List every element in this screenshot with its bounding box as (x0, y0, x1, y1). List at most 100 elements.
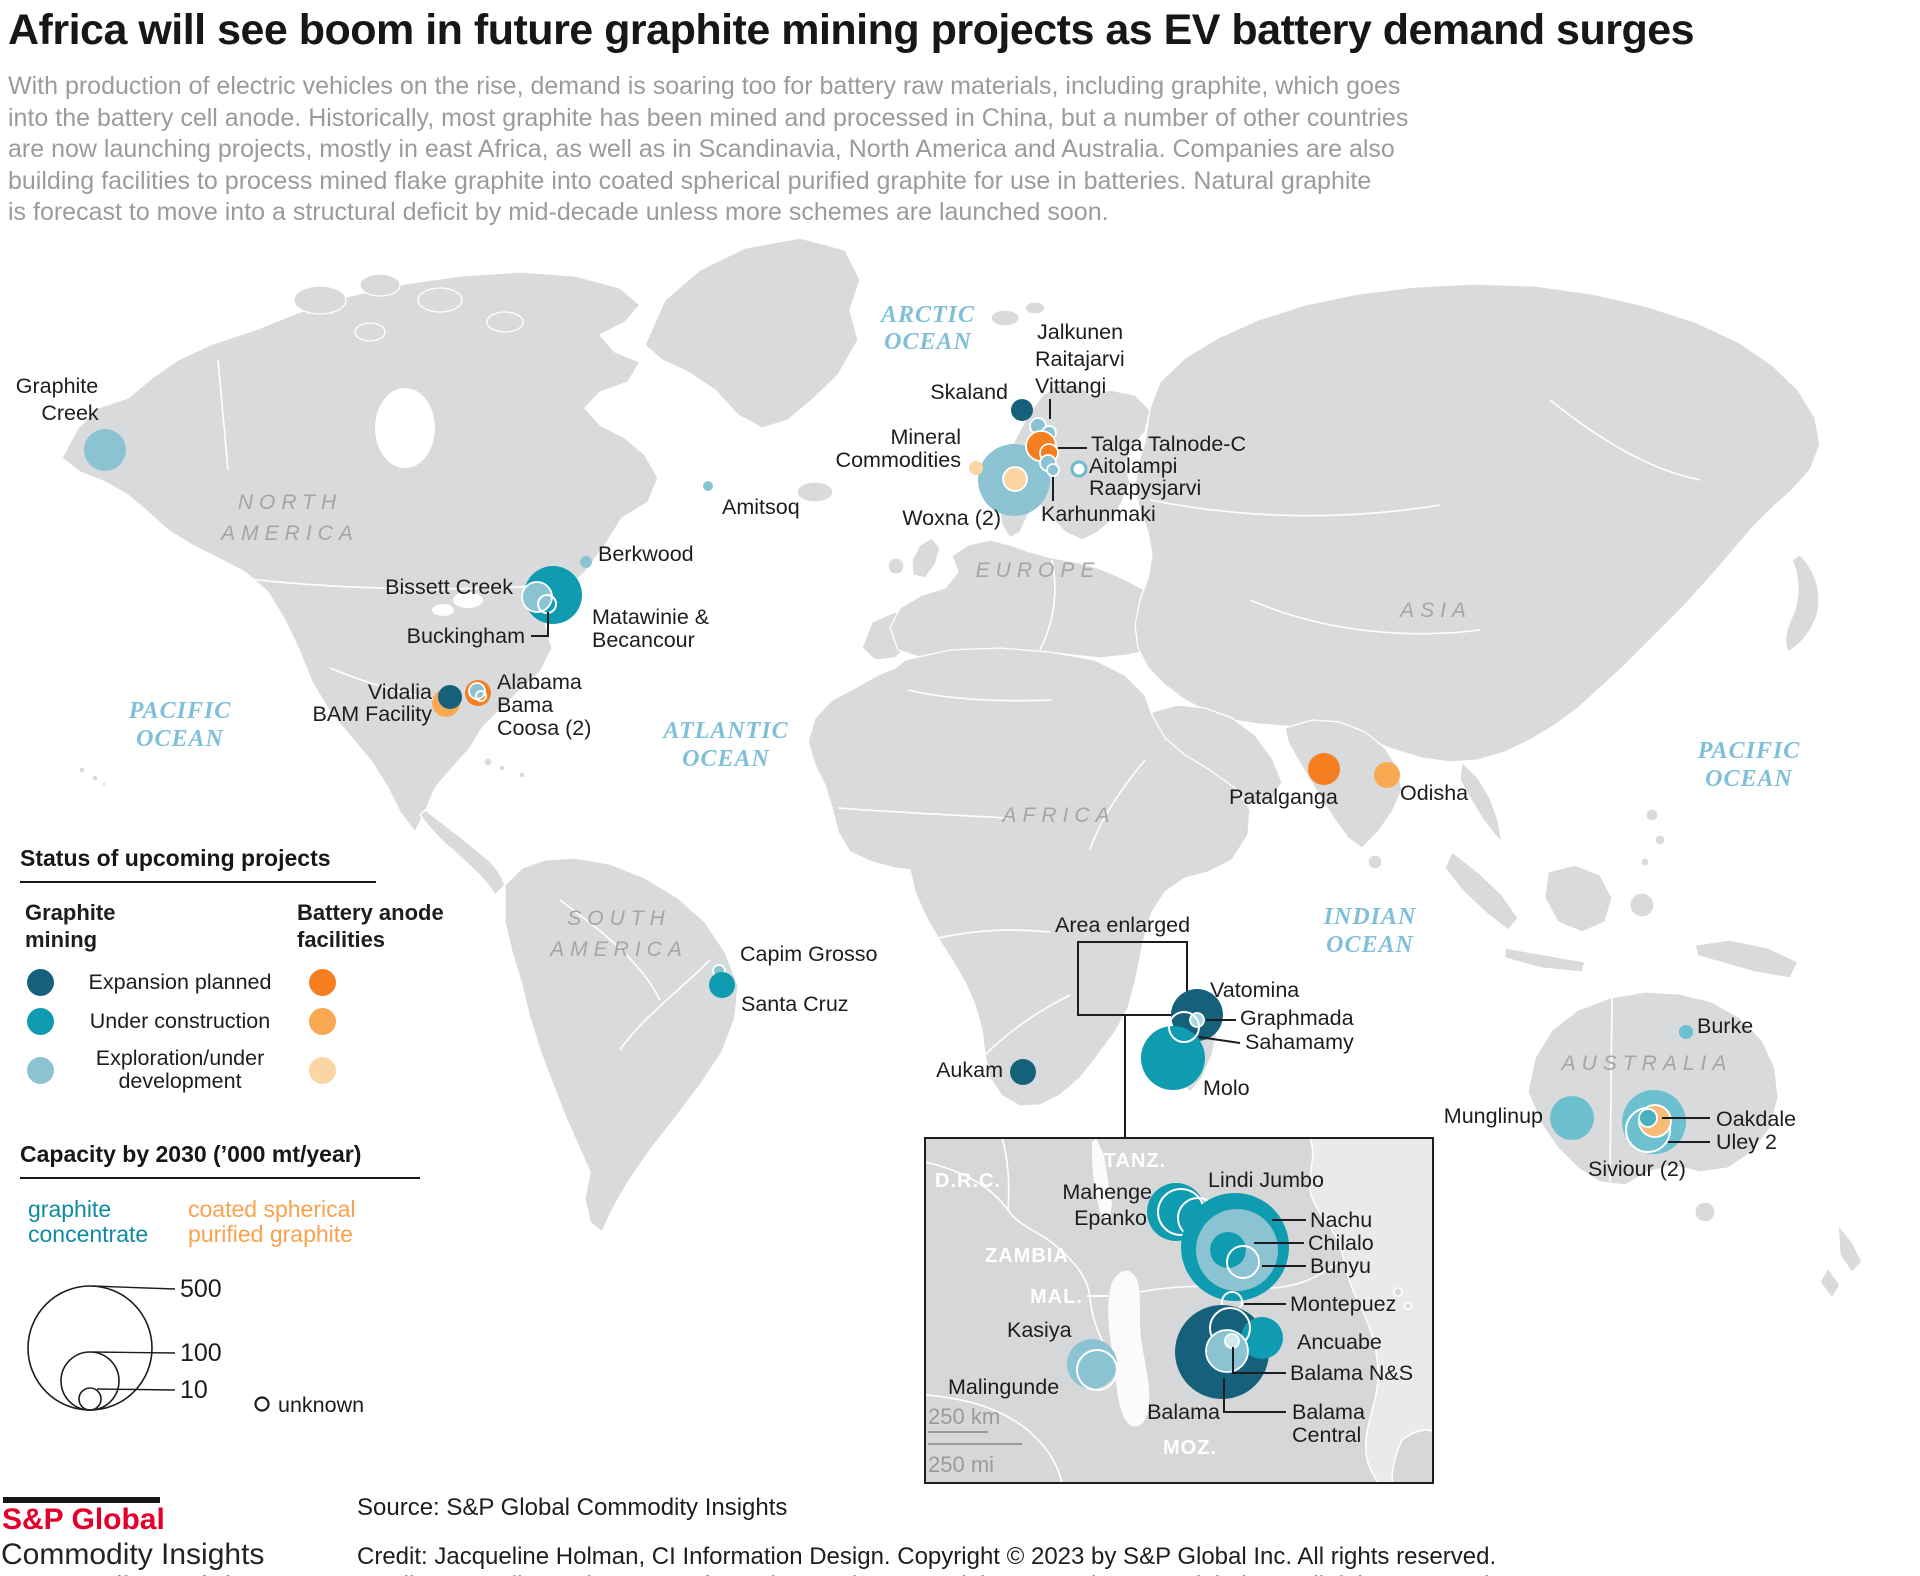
site-marker-aitolampi (1070, 460, 1088, 478)
site-label-berkwood: Berkwood (598, 542, 694, 566)
inset-map (925, 1138, 1433, 1483)
java (1504, 947, 1586, 973)
site-label-oakdale: Oakdale (1716, 1107, 1796, 1131)
region-label-australia: AUSTRALIA (1560, 1052, 1733, 1075)
sumatra (1444, 850, 1519, 931)
area-enlarged-rect (1077, 941, 1188, 1016)
japan (1784, 554, 1820, 653)
svalbard (990, 309, 1020, 327)
site-label-bam-facility: BAM Facility (313, 702, 433, 726)
arctic-island (293, 285, 347, 315)
india (1284, 719, 1403, 849)
legend-row-construction: Under construction (20, 1008, 376, 1035)
site-marker-raapysjarvi (1046, 463, 1060, 477)
status-legend: Status of upcoming projects Graphite min… (20, 845, 444, 1093)
new-guinea (1694, 939, 1799, 979)
capacity-legend: Capacity by 2030 (’000 mt/year) graphite… (20, 1141, 420, 1249)
page-subtitle: With production of electric vehicles on … (8, 71, 1908, 229)
landmass-central-america (419, 809, 506, 897)
site-label-commodities: Commodities (836, 448, 961, 472)
site-label-karhunmaki: Karhunmaki (1041, 502, 1156, 526)
site-marker-santa-cruz (709, 972, 735, 998)
legend-row-exploration: Exploration/under development (20, 1047, 376, 1093)
subtitle-line: With production of electric vehicles on … (8, 72, 1401, 100)
site-label-balama-n-s: Balama N&S (1290, 1361, 1413, 1385)
site-label-amitsoq: Amitsoq (722, 495, 800, 519)
capacity-tick-100: 100 (180, 1339, 222, 1367)
site-label-talga-talnode-c: Talga Talnode-C (1091, 432, 1246, 456)
page-title: Africa will see boom in future graphite … (8, 6, 1695, 54)
site-label-ancuabe: Ancuabe (1297, 1330, 1382, 1354)
site-marker-sahamamy (1168, 1011, 1200, 1043)
graphite-concentrate-label: graphite concentrate (28, 1196, 149, 1247)
region-label-europe: EUROPE (976, 559, 1101, 582)
site-label-mahenge: Mahenge (1062, 1180, 1152, 1204)
ocean-label-atlantic: ATLANTIC (661, 718, 788, 744)
arctic-island (417, 287, 463, 313)
landmass-south-america (504, 857, 739, 1234)
hudson-bay (375, 388, 435, 468)
inset-border (924, 1137, 1434, 1484)
site-markers-layer (84, 399, 1693, 1399)
site-label-mineral: Mineral (891, 425, 962, 449)
site-label-lindi-jumbo: Lindi Jumbo (1208, 1168, 1324, 1192)
clipped-credit-text: Credit: Jacqueline Holman, CI Informatio… (357, 1572, 1496, 1576)
site-label-vittangi: Vittangi (1035, 374, 1106, 398)
site-label-woxna-2: Woxna (2) (902, 506, 1001, 530)
subtitle-line: are now launching projects, mostly in ea… (8, 135, 1395, 163)
anode-expansion-dot-icon (308, 969, 336, 996)
arctic-island (354, 322, 386, 342)
hawaii-island (91, 774, 99, 782)
site-label-capim-grosso: Capim Grosso (740, 942, 877, 966)
caribbean-island (498, 764, 506, 772)
sulawesi (1629, 892, 1655, 918)
site-label-central: Central (1292, 1423, 1361, 1447)
legend-row-label: Exploration/under (95, 1046, 265, 1070)
status-legend-columns: Graphite mining Battery anode facilities (20, 899, 444, 957)
continents-layer (61, 237, 1863, 1300)
site-marker-odisha (1374, 762, 1400, 788)
site-marker-balama-central (1224, 1333, 1240, 1349)
tasmania (1694, 1201, 1716, 1223)
landmass-north-america (61, 271, 659, 834)
site-label-jalkunen: Jalkunen (1037, 320, 1123, 344)
site-label-bunyu: Bunyu (1310, 1254, 1371, 1278)
site-label-becancour: Becancour (592, 628, 695, 652)
philippines (1640, 857, 1650, 867)
site-label-matawinie: Matawinie & (592, 605, 709, 629)
site-label-area-enlarged: Area enlarged (1055, 913, 1190, 937)
site-marker-bam-facility (438, 685, 462, 709)
inset-island (1404, 1302, 1412, 1310)
ocean-label-ocean: OCEAN (136, 726, 224, 752)
site-label-malingunde: Malingunde (948, 1375, 1059, 1399)
site-marker-uley-2 (1638, 1108, 1658, 1128)
header: Africa will see boom in future graphite … (8, 6, 1908, 229)
site-marker-ancuabe (1241, 1317, 1283, 1359)
legend-row-label: Under construction (89, 1009, 271, 1033)
site-label-siviour-2: Siviour (2) (1588, 1157, 1686, 1181)
site-label-graphmada: Graphmada (1240, 1006, 1354, 1030)
site-label-vatomina: Vatomina (1210, 978, 1299, 1002)
site-label-balama: Balama (1147, 1400, 1220, 1424)
site-label-santa-cruz: Santa Cruz (741, 992, 849, 1016)
country-label-mal: MAL. (1030, 1286, 1083, 1308)
svalbard (1024, 301, 1046, 315)
landmass-australia (1527, 991, 1779, 1186)
ireland (887, 557, 905, 575)
map-labels-layer: Graphite Creek Berkwood Bissett Creek Buckin… (16, 302, 1800, 1477)
site-marker-kasiya (1067, 1339, 1117, 1389)
site-label-aitolampi: Aitolampi (1089, 454, 1177, 478)
landmass-asia (1134, 283, 1821, 763)
capacity-scale-diagram: 500 100 10 unknown (27, 1275, 364, 1417)
country-label-tanz: TANZ. (1104, 1150, 1166, 1172)
capacity-tick-500: 500 (180, 1275, 222, 1303)
site-label-skaland: Skaland (930, 380, 1008, 404)
landmass-africa (807, 647, 1251, 1107)
capacity-series-labels: graphite concentrate coated spherical pu… (20, 1197, 420, 1249)
ocean-label-ocean: OCEAN (1326, 932, 1414, 958)
anode-construction-dot-icon (308, 1008, 336, 1035)
site-label-raitajarvi: Raitajarvi (1035, 347, 1125, 371)
site-marker-bunyu (1226, 1245, 1260, 1279)
logo-bar (3, 1497, 160, 1503)
